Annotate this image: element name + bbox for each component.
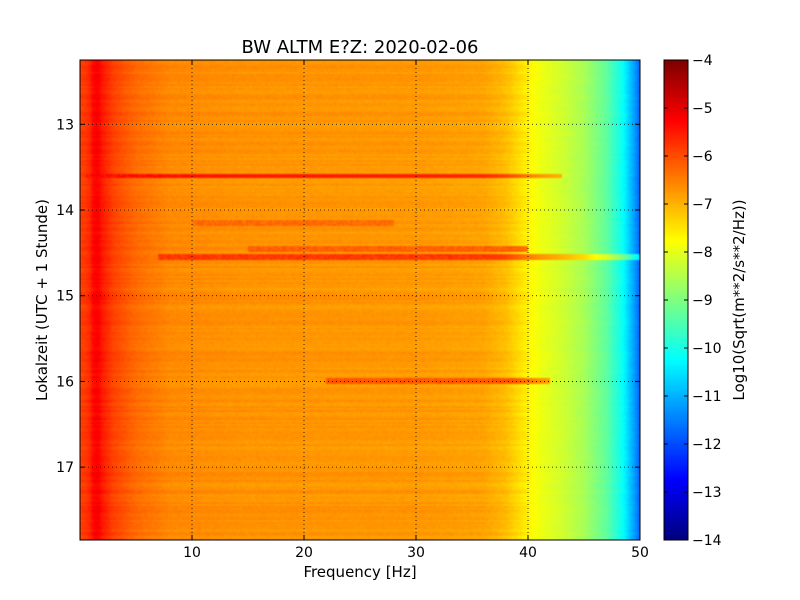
spectrogram-heatmap [80,60,640,540]
x-axis-label: Frequency [Hz] [303,563,416,581]
y-tick-label: 14 [56,203,74,219]
colorbar-tick-label: −6 [692,149,713,165]
x-tick-label: 50 [631,545,649,561]
chart-title: BW ALTM E?Z: 2020-02-06 [242,37,479,58]
colorbar-label: Log10(Sqrt(m**2/s**2/Hz)) [730,199,748,400]
x-tick-label: 10 [183,545,201,561]
colorbar-tick-label: −10 [692,341,722,357]
y-tick-label: 17 [56,460,74,476]
grid-lines [80,60,640,540]
x-tick-label: 40 [519,545,537,561]
x-tick-label: 20 [295,545,313,561]
plot-frame [79,59,641,541]
colorbar-tick-label: −14 [692,533,722,549]
colorbar: −4 −5 −6 −7 −8 −9 −10 −11 −12 −13 −14 [663,53,722,549]
y-axis-ticks: 13 14 15 16 17 [56,117,640,476]
colorbar-tick-label: −12 [692,437,722,453]
colorbar-ticks: −4 −5 −6 −7 −8 −9 −10 −11 −12 −13 −14 [664,53,722,549]
colorbar-tick-label: −7 [692,197,713,213]
x-axis-ticks: 10 20 30 40 50 [183,60,649,561]
plot-area: 10 20 30 40 50 13 14 15 16 17 [56,59,649,561]
colorbar-tick-label: −9 [692,293,713,309]
x-tick-label: 30 [407,545,425,561]
colorbar-tick-label: −11 [692,389,722,405]
y-tick-label: 15 [56,289,74,305]
colorbar-tick-label: −8 [692,245,713,261]
y-tick-label: 16 [56,374,74,390]
colorbar-tick-label: −13 [692,485,722,501]
colorbar-tick-label: −4 [692,53,713,69]
y-tick-label: 13 [56,117,74,133]
y-axis-label: Lokalzeit (UTC + 1 Stunde) [33,199,51,401]
colorbar-tick-label: −5 [692,101,713,117]
